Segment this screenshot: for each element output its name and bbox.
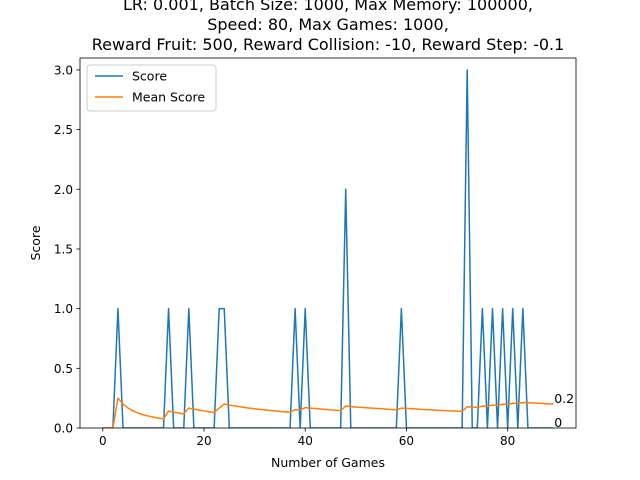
x-tick-label: 40	[298, 434, 313, 448]
x-tick-label: 60	[399, 434, 414, 448]
series-line-mean-score	[102, 397, 554, 428]
title-line: Speed: 80, Max Games: 1000,	[207, 15, 449, 34]
title-line: Reward Fruit: 500, Reward Collision: -10…	[92, 35, 565, 54]
y-tick-label: 3.0	[54, 63, 73, 77]
legend-label: Score	[132, 69, 167, 84]
y-tick-label: 0.5	[54, 362, 73, 376]
y-tick-label: 1.0	[54, 302, 73, 316]
plot-frame	[79, 57, 577, 429]
x-tick-label: 0	[99, 434, 107, 448]
title-line: LR: 0.001, Batch Size: 1000, Max Memory:…	[123, 0, 533, 14]
series-line-score	[102, 69, 554, 428]
y-tick-label: 1.5	[54, 242, 73, 256]
legend: Score Mean Score	[86, 64, 217, 112]
x-axis-ticks: 0 20 40 60 80	[99, 428, 515, 448]
end-value-label: 0	[554, 415, 562, 430]
y-tick-label: 0.0	[54, 422, 73, 436]
x-axis-label: Number of Games	[271, 455, 385, 470]
y-tick-label: 2.5	[54, 123, 73, 137]
chart-title: LR: 0.001, Batch Size: 1000, Max Memory:…	[92, 0, 565, 54]
legend-label: Mean Score	[132, 90, 205, 105]
series-lines	[102, 69, 554, 428]
y-axis-ticks: 0.0 0.5 1.0 1.5 2.0 2.5 3.0	[54, 63, 80, 436]
end-value-label: 0.2	[554, 391, 574, 406]
x-tick-label: 80	[500, 434, 515, 448]
y-axis-label: Score	[28, 225, 43, 260]
end-value-annotations: 0.20	[554, 391, 574, 430]
y-tick-label: 2.0	[54, 183, 73, 197]
x-tick-label: 20	[196, 434, 211, 448]
